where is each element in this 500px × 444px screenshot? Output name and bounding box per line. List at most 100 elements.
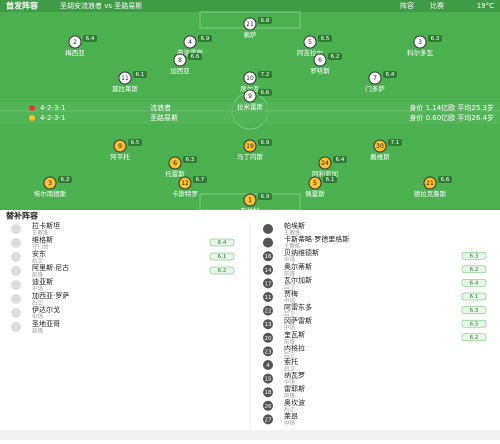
rating-badge: [318, 35, 332, 42]
sub-position: 中场: [284, 297, 296, 305]
rating-badge: [198, 35, 212, 42]
player-name: 埃尔南德斯: [34, 189, 67, 198]
tab[interactable]: 比赛: [430, 1, 444, 10]
sub-name: 奥尔蒂斯: [284, 262, 312, 271]
player-shirt[interactable]: [243, 193, 257, 207]
player-shirt[interactable]: [243, 89, 257, 103]
sub-shirt[interactable]: [263, 387, 273, 398]
player-shirt[interactable]: [173, 53, 187, 67]
sub-shirt[interactable]: [11, 252, 21, 262]
sub-rating: 6.5: [470, 321, 479, 327]
sub-rating-badge: [209, 238, 235, 247]
sub-number: 20: [265, 336, 272, 342]
player-number: 8: [178, 57, 182, 64]
player-number: 4: [188, 39, 192, 46]
sub-shirt[interactable]: [263, 278, 273, 289]
sub-shirt[interactable]: [11, 322, 21, 332]
team-name: 圣路易斯: [150, 113, 178, 122]
player-shirt[interactable]: [413, 35, 427, 49]
sub-shirt[interactable]: [263, 373, 273, 384]
rating-badge: [323, 176, 337, 183]
team-icon: [29, 115, 35, 121]
sub-position: 中场: [32, 285, 44, 293]
sub-shirt[interactable]: [263, 292, 273, 302]
player-shirt[interactable]: [318, 156, 332, 170]
sub-position: 主教练: [284, 242, 301, 250]
sub-shirt[interactable]: [263, 332, 273, 343]
rating-badge: [133, 71, 147, 78]
sub-shirt[interactable]: [263, 251, 273, 262]
rating-badge: [188, 53, 202, 60]
sub-position: 前锋: [32, 327, 44, 335]
sub-shirt[interactable]: [11, 238, 21, 248]
sub-shirt[interactable]: [263, 264, 273, 275]
player-number: 19: [246, 143, 254, 150]
player-rating: 6.6: [191, 54, 200, 60]
player-shirt[interactable]: [368, 71, 382, 85]
sub-position: 主教练: [284, 229, 301, 237]
sub-name: 伊达尔戈: [32, 305, 60, 314]
player-rating: 6.1: [136, 72, 145, 78]
sub-position: 后卫: [32, 299, 44, 307]
sub-position: 后卫: [284, 310, 296, 318]
title: 首发阵容: [6, 1, 38, 11]
sub-shirt[interactable]: [11, 308, 21, 318]
sub-position: 中场: [284, 419, 296, 427]
sub-shirt[interactable]: [263, 414, 273, 425]
sub-shirt[interactable]: [263, 224, 273, 234]
sub-shirt[interactable]: [11, 280, 21, 290]
player-name: 佩雷斯: [305, 189, 325, 198]
player-number: 21: [426, 180, 434, 187]
tab[interactable]: 阵容: [400, 1, 414, 10]
sub-shirt[interactable]: [263, 346, 273, 357]
player-name: 托雷斯: [165, 169, 185, 178]
sub-name: 奥坎波: [284, 398, 305, 407]
rating-badge: [388, 139, 402, 146]
rating-badge: [328, 53, 342, 60]
player-rating: 6.3: [186, 157, 195, 163]
player-shirt[interactable]: [168, 156, 182, 170]
sub-position: 后卫: [284, 283, 296, 291]
player-rating: 6.5: [321, 36, 330, 42]
sub-shirt[interactable]: [263, 400, 273, 411]
sub-name: 拉卡斯坦: [32, 221, 60, 230]
sub-name: 阿里斯·尼古: [32, 263, 69, 272]
sub-position: 后卫: [284, 365, 296, 373]
player-shirt[interactable]: [243, 71, 257, 85]
player-number: 5: [308, 39, 312, 46]
sub-rating-badge: [461, 265, 487, 274]
player-shirt[interactable]: [313, 53, 327, 67]
sub-shirt[interactable]: [263, 360, 273, 370]
sub-name: 内格拉: [284, 343, 305, 352]
player-shirt[interactable]: [243, 17, 257, 31]
sub-position: 主教练: [32, 229, 49, 237]
sub-rating-badge: [209, 266, 235, 275]
player-number: 10: [246, 75, 254, 82]
sub-shirt[interactable]: [11, 266, 21, 276]
player-shirt[interactable]: [303, 35, 317, 49]
player-shirt[interactable]: [243, 139, 257, 153]
sub-shirt[interactable]: [11, 224, 21, 234]
player-number: 9: [248, 93, 252, 100]
player-name: 阿利亚加: [312, 169, 338, 178]
sub-shirt[interactable]: [263, 319, 273, 330]
sub-shirt[interactable]: [263, 237, 273, 248]
player-shirt[interactable]: [423, 176, 437, 190]
sub-shirt[interactable]: [11, 294, 21, 304]
player-shirt[interactable]: [183, 35, 197, 49]
top-bar: [0, 0, 500, 12]
player-rating: 7.1: [391, 140, 400, 146]
player-rating: 6.8: [261, 18, 270, 24]
player-number: 2: [73, 39, 77, 46]
sub-shirt[interactable]: [263, 305, 273, 316]
player-shirt[interactable]: [373, 139, 387, 153]
player-name: 马丁内斯: [237, 152, 264, 161]
player-shirt[interactable]: [118, 71, 132, 85]
player-shirt[interactable]: [308, 176, 322, 190]
player-shirt[interactable]: [68, 35, 82, 49]
player-shirt[interactable]: [178, 176, 192, 190]
sub-rating: 6.4: [218, 240, 227, 246]
player-shirt[interactable]: [43, 176, 57, 190]
player-shirt[interactable]: [113, 139, 127, 153]
